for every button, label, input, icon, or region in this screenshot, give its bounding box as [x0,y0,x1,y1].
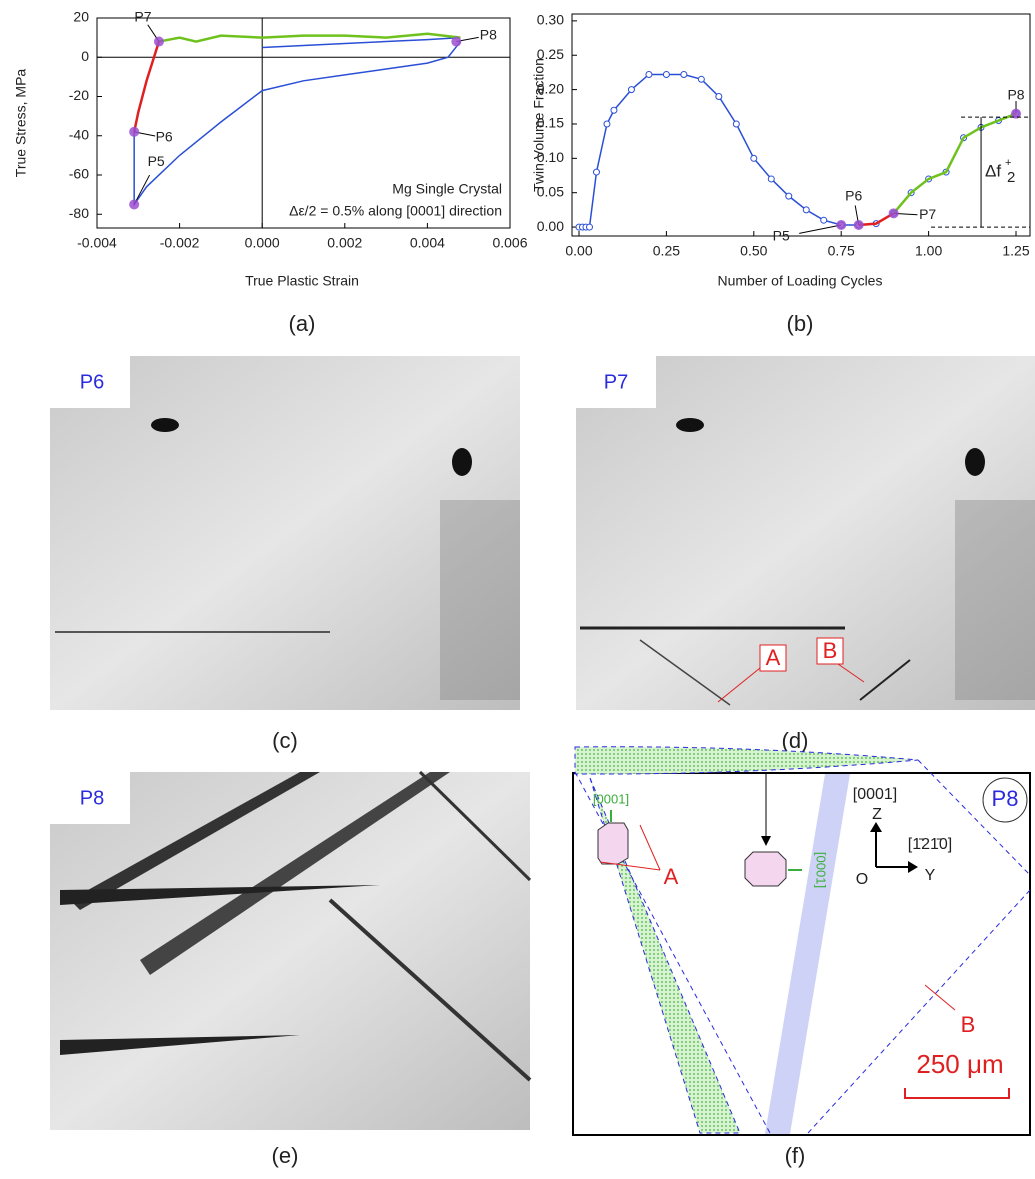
point-label: P6 [156,129,173,145]
y-tick-label: 0 [81,48,89,64]
data-point [681,71,687,77]
y-tick-label: -60 [69,166,89,182]
axis-label: [0001] [853,786,897,803]
scale-label: 250 μm [916,1049,1003,1079]
panel-label: (e) [272,1143,299,1168]
panel-tag: P7 [604,371,628,393]
key-point [854,220,864,230]
data-point [593,169,599,175]
panel-label: (f) [785,1143,806,1168]
x-tick-label: 1.25 [1002,243,1029,259]
panel-tag: P8 [80,787,104,809]
data-point [821,217,827,223]
data-point [698,76,704,82]
key-point [451,37,461,47]
point-label: P5 [773,228,790,244]
delta-label: Δf [985,162,1001,181]
figure: -0.004-0.0020.0000.0020.0040.006-80-60-4… [0,0,1035,1174]
plot-frame [572,14,1030,236]
series-line [859,213,894,225]
mark-label: B [961,1012,976,1037]
data-point [733,121,739,127]
data-point [611,107,617,113]
y-tick-label: -40 [69,126,89,142]
x-axis-label: True Plastic Strain [245,273,359,289]
panel-tag: P6 [80,371,104,393]
x-tick-label: 0.25 [653,243,680,259]
axis-label: O [856,871,868,888]
micrograph-c: P6 (c) [50,356,520,753]
x-tick-label: -0.004 [77,235,117,251]
x-axis-label: Number of Loading Cycles [718,273,883,289]
series-line [579,74,1016,227]
data-point [716,93,722,99]
x-tick-label: 0.004 [410,235,445,251]
panel-label: (a) [289,311,316,336]
point-label: P5 [148,153,165,169]
x-tick-label: 0.006 [492,235,527,251]
chart: -0.004 -0.002 0.000 0.002 0.004 0.006 -80 -60 -4… [13,8,528,336]
key-point [836,220,846,230]
data-point [586,224,592,230]
data-point [628,87,634,93]
point-label: P8 [480,26,497,42]
x-tick-label: 1.00 [915,243,942,259]
y-tick-label: 0.30 [537,12,564,28]
x-tick-label: 0.50 [740,243,767,259]
point-label: P7 [134,8,151,24]
key-point [154,37,164,47]
diagram-f: P8 [0001] Z [1̄21̄0] O Y [0001] [0001] A… [573,747,1030,1168]
x-tick-label: 0.00 [565,243,592,259]
x-tick-label: -0.002 [160,235,200,251]
y-axis-label: True Stress, MPa [13,69,29,178]
panel-label: (b) [787,311,814,336]
micrograph-d: P7 A B (d) [576,356,1035,753]
micrograph-e: P8 (e) [50,772,530,1168]
series-line [134,42,159,132]
data-point [786,193,792,199]
y-axis-label: Twin Volume Fraction [531,58,547,192]
panel-tag: P8 [992,786,1019,811]
data-point [803,207,809,213]
data-point [604,121,610,127]
x-tick-label: 0.75 [828,243,855,259]
key-point [129,127,139,137]
axis-label: [1̄21̄0] [908,836,952,853]
data-point [768,176,774,182]
y-tick-label: 20 [73,9,89,25]
panel-label: (d) [782,728,809,753]
series-line [262,38,460,48]
point-label: P7 [919,206,936,222]
mark-label: A [766,645,781,670]
data-point [751,155,757,161]
x-tick-label: 0.002 [327,235,362,251]
key-point [129,199,139,209]
axis-label: Z [872,806,882,823]
crystal-label: [0001] [593,791,629,806]
annotation: Δε/2 = 0.5% along [0001] direction [289,203,502,219]
y-tick-label: -20 [69,87,89,103]
crystal-label: [0001] [814,852,829,888]
y-tick-label: 0.00 [537,218,564,234]
y-tick-label: -80 [69,205,89,221]
mark-label: A [664,864,679,889]
leader-line [799,225,841,233]
axis-label: Y [925,867,936,884]
point-label: P8 [1007,86,1024,102]
mark-label: B [823,638,838,663]
data-point [646,71,652,77]
panel-label: (c) [272,728,298,753]
delta-sub: 2 [1007,169,1015,186]
data-point [663,71,669,77]
annotation: Mg Single Crystal [392,181,502,197]
key-point [889,208,899,218]
delta-sup: + [1005,157,1011,169]
point-label: P6 [845,188,862,204]
charts: -0.004-0.0020.0000.0020.0040.006-80-60-4… [13,8,1030,336]
x-tick-label: 0.000 [245,235,280,251]
